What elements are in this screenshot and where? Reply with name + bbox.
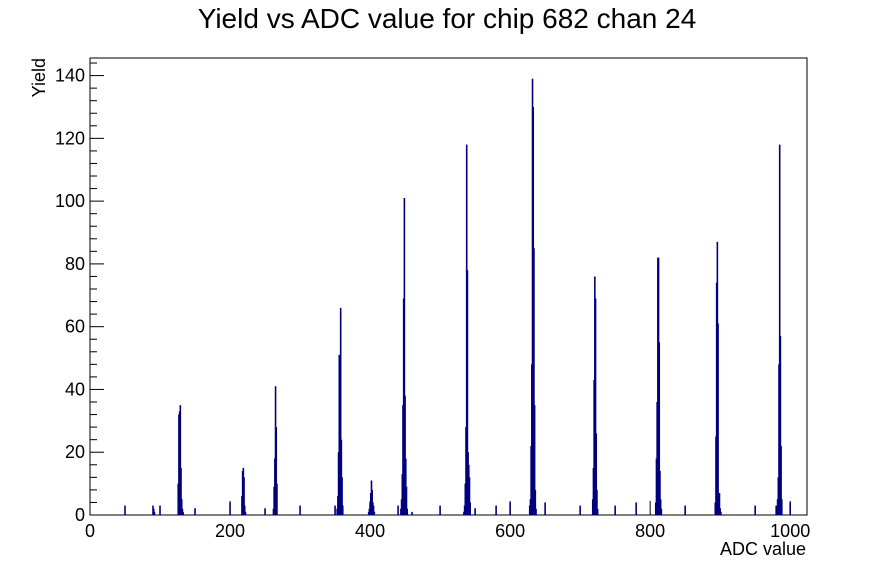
plot-frame (89, 57, 808, 516)
y-axis-label: Yield (29, 58, 49, 97)
x-tick-label: 1000 (770, 521, 810, 541)
y-tick-label: 0 (75, 505, 85, 525)
x-tick-label: 800 (635, 521, 665, 541)
y-tick-label: 60 (65, 317, 85, 337)
x-tick-label: 600 (495, 521, 525, 541)
x-axis-label: ADC value (720, 539, 806, 559)
y-tick-label: 20 (65, 442, 85, 462)
x-tick-label: 0 (85, 521, 95, 541)
x-tick-label: 400 (355, 521, 385, 541)
y-tick-label: 120 (55, 128, 85, 148)
chart-title: Yield vs ADC value for chip 682 chan 24 (198, 3, 697, 34)
tick-labels: 0 200 400 600 800 1000 0 20 40 60 80 100 120 140 (55, 66, 810, 541)
y-tick-label: 40 (65, 379, 85, 399)
y-tick-label: 140 (55, 66, 85, 86)
y-tick-label: 100 (55, 191, 85, 211)
y-tick-label: 80 (65, 254, 85, 274)
axis-ticks (89, 62, 791, 516)
histogram-series (124, 78, 791, 515)
x-tick-label: 200 (215, 521, 245, 541)
